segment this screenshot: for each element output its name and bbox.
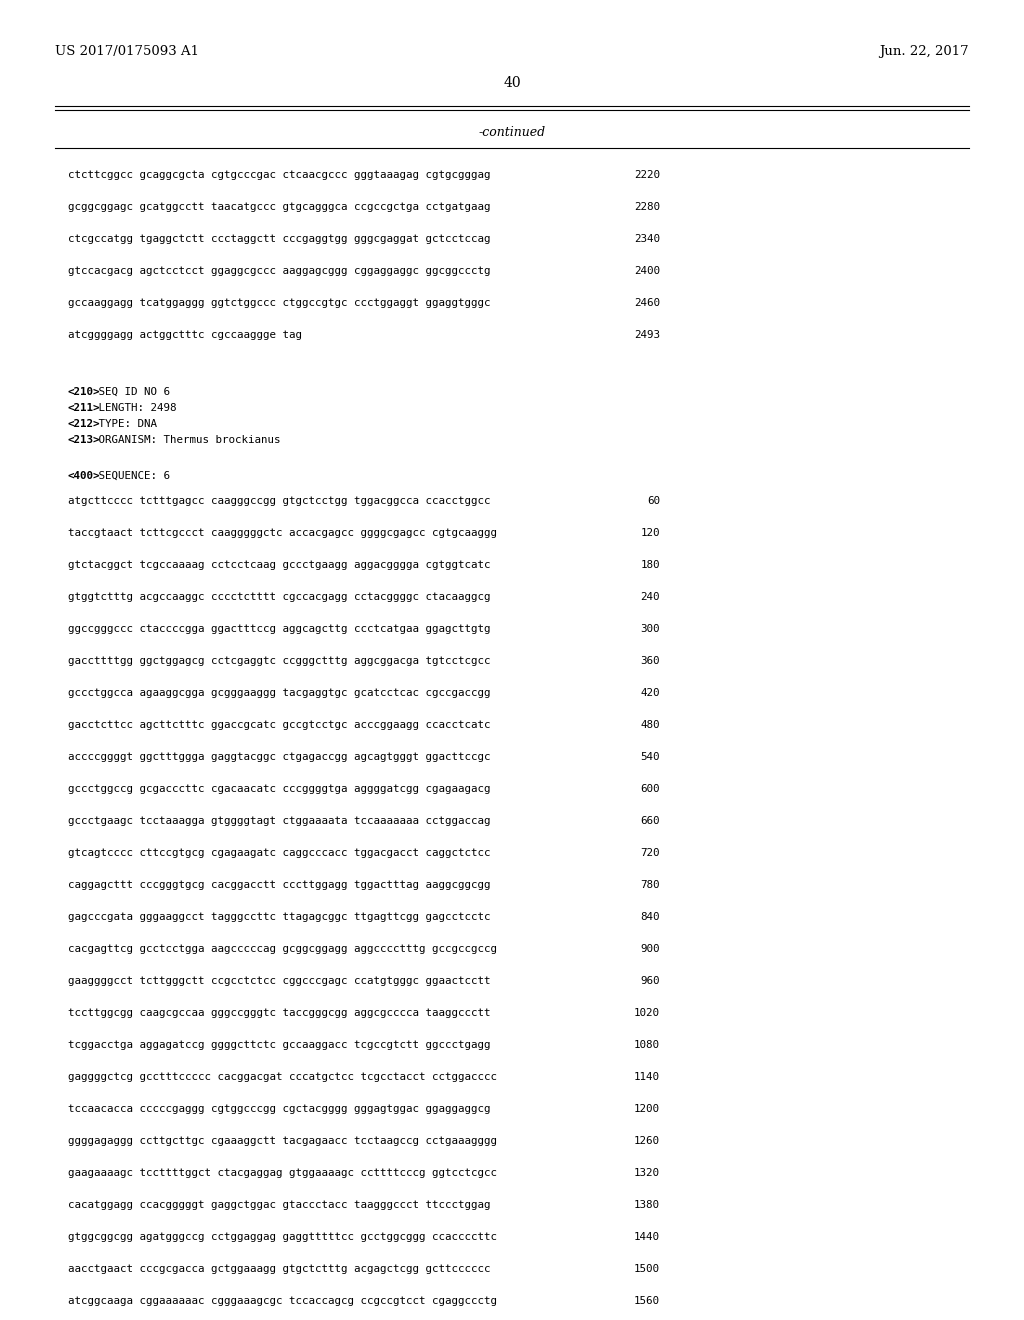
Text: 240: 240 xyxy=(640,591,660,602)
Text: SEQ ID NO 6: SEQ ID NO 6 xyxy=(91,387,170,397)
Text: taccgtaact tcttcgccct caagggggctc accacgagcc ggggcgagcc cgtgcaaggg: taccgtaact tcttcgccct caagggggctc accacg… xyxy=(68,528,497,539)
Text: <213>: <213> xyxy=(68,436,100,445)
Text: 2400: 2400 xyxy=(634,267,660,276)
Text: gacctcttcc agcttctttc ggaccgcatc gccgtcctgc acccggaagg ccacctcatc: gacctcttcc agcttctttc ggaccgcatc gccgtcc… xyxy=(68,719,490,730)
Text: 300: 300 xyxy=(640,624,660,634)
Text: <400>: <400> xyxy=(68,471,100,480)
Text: -continued: -continued xyxy=(478,127,546,140)
Text: gtggtctttg acgccaaggc cccctctttt cgccacgagg cctacggggc ctacaaggcg: gtggtctttg acgccaaggc cccctctttt cgccacg… xyxy=(68,591,490,602)
Text: gagcccgata gggaaggcct tagggccttc ttagagcggc ttgagttcgg gagcctcctc: gagcccgata gggaaggcct tagggccttc ttagagc… xyxy=(68,912,490,921)
Text: cacatggagg ccacgggggt gaggctggac gtaccctacc taagggccct ttccctggag: cacatggagg ccacgggggt gaggctggac gtaccct… xyxy=(68,1200,490,1210)
Text: 720: 720 xyxy=(640,847,660,858)
Text: atgcttcccc tctttgagcc caagggccgg gtgctcctgg tggacggcca ccacctggcc: atgcttcccc tctttgagcc caagggccgg gtgctcc… xyxy=(68,496,490,506)
Text: 1440: 1440 xyxy=(634,1232,660,1242)
Text: gccctggccg gcgacccttc cgacaacatc cccggggtga aggggatcgg cgagaagacg: gccctggccg gcgacccttc cgacaacatc cccgggg… xyxy=(68,784,490,795)
Text: gtccacgacg agctcctcct ggaggcgccc aaggagcggg cggaggaggc ggcggccctg: gtccacgacg agctcctcct ggaggcgccc aaggagc… xyxy=(68,267,490,276)
Text: ggccgggccc ctaccccgga ggactttccg aggcagcttg ccctcatgaa ggagcttgtg: ggccgggccc ctaccccgga ggactttccg aggcagc… xyxy=(68,624,490,634)
Text: gtggcggcgg agatgggccg cctggaggag gaggtttttcc gcctggcggg ccaccccttc: gtggcggcgg agatgggccg cctggaggag gaggttt… xyxy=(68,1232,497,1242)
Text: 2493: 2493 xyxy=(634,330,660,341)
Text: 960: 960 xyxy=(640,975,660,986)
Text: accccggggt ggctttggga gaggtacggc ctgagaccgg agcagtgggt ggacttccgc: accccggggt ggctttggga gaggtacggc ctgagac… xyxy=(68,752,490,762)
Text: LENGTH: 2498: LENGTH: 2498 xyxy=(91,403,176,413)
Text: ORGANISM: Thermus brockianus: ORGANISM: Thermus brockianus xyxy=(91,436,281,445)
Text: 600: 600 xyxy=(640,784,660,795)
Text: 40: 40 xyxy=(503,77,521,90)
Text: 1080: 1080 xyxy=(634,1040,660,1049)
Text: 540: 540 xyxy=(640,752,660,762)
Text: 840: 840 xyxy=(640,912,660,921)
Text: 2220: 2220 xyxy=(634,170,660,180)
Text: 180: 180 xyxy=(640,560,660,570)
Text: SEQUENCE: 6: SEQUENCE: 6 xyxy=(91,471,170,480)
Text: 1260: 1260 xyxy=(634,1137,660,1146)
Text: gaaggggcct tcttgggctt ccgcctctcc cggcccgagc ccatgtgggc ggaactcctt: gaaggggcct tcttgggctt ccgcctctcc cggcccg… xyxy=(68,975,490,986)
Text: <212>: <212> xyxy=(68,418,100,429)
Text: 2280: 2280 xyxy=(634,202,660,213)
Text: gccaaggagg tcatggaggg ggtctggccc ctggccgtgc ccctggaggt ggaggtgggc: gccaaggagg tcatggaggg ggtctggccc ctggccg… xyxy=(68,298,490,308)
Text: TYPE: DNA: TYPE: DNA xyxy=(91,418,157,429)
Text: gcggcggagc gcatggcctt taacatgccc gtgcagggca ccgccgctga cctgatgaag: gcggcggagc gcatggcctt taacatgccc gtgcagg… xyxy=(68,202,490,213)
Text: 1560: 1560 xyxy=(634,1296,660,1305)
Text: gccctggcca agaaggcgga gcgggaaggg tacgaggtgc gcatcctcac cgccgaccgg: gccctggcca agaaggcgga gcgggaaggg tacgagg… xyxy=(68,688,490,698)
Text: 1020: 1020 xyxy=(634,1008,660,1018)
Text: 900: 900 xyxy=(640,944,660,954)
Text: ctcgccatgg tgaggctctt ccctaggctt cccgaggtgg gggcgaggat gctcctccag: ctcgccatgg tgaggctctt ccctaggctt cccgagg… xyxy=(68,234,490,244)
Text: tccaacacca cccccgaggg cgtggcccgg cgctacgggg gggagtggac ggaggaggcg: tccaacacca cccccgaggg cgtggcccgg cgctacg… xyxy=(68,1104,490,1114)
Text: caggagcttt cccgggtgcg cacggacctt cccttggagg tggactttag aaggcggcgg: caggagcttt cccgggtgcg cacggacctt cccttgg… xyxy=(68,880,490,890)
Text: 360: 360 xyxy=(640,656,660,667)
Text: tcggacctga aggagatccg ggggcttctc gccaaggacc tcgccgtctt ggccctgagg: tcggacctga aggagatccg ggggcttctc gccaagg… xyxy=(68,1040,490,1049)
Text: 1200: 1200 xyxy=(634,1104,660,1114)
Text: Jun. 22, 2017: Jun. 22, 2017 xyxy=(880,45,969,58)
Text: gaggggctcg gcctttccccc cacggacgat cccatgctcc tcgcctacct cctggacccc: gaggggctcg gcctttccccc cacggacgat cccatg… xyxy=(68,1072,497,1082)
Text: gccctgaagc tcctaaagga gtggggtagt ctggaaaata tccaaaaaaa cctggaccag: gccctgaagc tcctaaagga gtggggtagt ctggaaa… xyxy=(68,816,490,826)
Text: US 2017/0175093 A1: US 2017/0175093 A1 xyxy=(55,45,199,58)
Text: 780: 780 xyxy=(640,880,660,890)
Text: 1380: 1380 xyxy=(634,1200,660,1210)
Text: gaagaaaagc tccttttggct ctacgaggag gtggaaaagc ccttttcccg ggtcctcgcc: gaagaaaagc tccttttggct ctacgaggag gtggaa… xyxy=(68,1168,497,1177)
Text: 480: 480 xyxy=(640,719,660,730)
Text: gtctacggct tcgccaaaag cctcctcaag gccctgaagg aggacgggga cgtggtcatc: gtctacggct tcgccaaaag cctcctcaag gccctga… xyxy=(68,560,490,570)
Text: 2340: 2340 xyxy=(634,234,660,244)
Text: 60: 60 xyxy=(647,496,660,506)
Text: cacgagttcg gcctcctgga aagcccccag gcggcggagg aggcccctttg gccgccgccg: cacgagttcg gcctcctgga aagcccccag gcggcgg… xyxy=(68,944,497,954)
Text: 1320: 1320 xyxy=(634,1168,660,1177)
Text: ctcttcggcc gcaggcgcta cgtgcccgac ctcaacgccc gggtaaagag cgtgcgggag: ctcttcggcc gcaggcgcta cgtgcccgac ctcaacg… xyxy=(68,170,490,180)
Text: <210>: <210> xyxy=(68,387,100,397)
Text: atcggcaaga cggaaaaaac cgggaaagcgc tccaccagcg ccgccgtcct cgaggccctg: atcggcaaga cggaaaaaac cgggaaagcgc tccacc… xyxy=(68,1296,497,1305)
Text: 420: 420 xyxy=(640,688,660,698)
Text: 120: 120 xyxy=(640,528,660,539)
Text: ggggagaggg ccttgcttgc cgaaaggctt tacgagaacc tcctaagccg cctgaaagggg: ggggagaggg ccttgcttgc cgaaaggctt tacgaga… xyxy=(68,1137,497,1146)
Text: 1140: 1140 xyxy=(634,1072,660,1082)
Text: 2460: 2460 xyxy=(634,298,660,308)
Text: 1500: 1500 xyxy=(634,1265,660,1274)
Text: tccttggcgg caagcgccaa gggccgggtc taccgggcgg aggcgcccca taaggccctt: tccttggcgg caagcgccaa gggccgggtc taccggg… xyxy=(68,1008,490,1018)
Text: aacctgaact cccgcgacca gctggaaagg gtgctctttg acgagctcgg gcttcccccc: aacctgaact cccgcgacca gctggaaagg gtgctct… xyxy=(68,1265,490,1274)
Text: atcggggagg actggctttc cgccaaggge tag: atcggggagg actggctttc cgccaaggge tag xyxy=(68,330,302,341)
Text: <211>: <211> xyxy=(68,403,100,413)
Text: 660: 660 xyxy=(640,816,660,826)
Text: gtcagtcccc cttccgtgcg cgagaagatc caggcccacc tggacgacct caggctctcc: gtcagtcccc cttccgtgcg cgagaagatc caggccc… xyxy=(68,847,490,858)
Text: gaccttttgg ggctggagcg cctcgaggtc ccgggctttg aggcggacga tgtcctcgcc: gaccttttgg ggctggagcg cctcgaggtc ccgggct… xyxy=(68,656,490,667)
